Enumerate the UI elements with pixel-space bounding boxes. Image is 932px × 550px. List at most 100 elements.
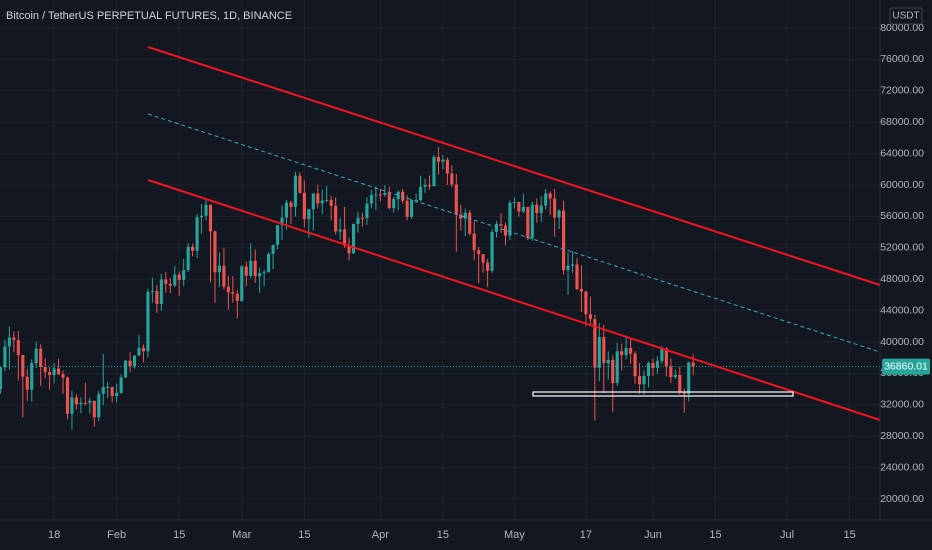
y-tick-label: 28000.00: [880, 430, 924, 442]
candle-body: [39, 348, 43, 367]
unit-box[interactable]: [889, 7, 923, 25]
grid: [0, 0, 880, 520]
candle-body: [289, 202, 293, 207]
candle-body: [392, 199, 396, 209]
candle-body: [450, 173, 454, 185]
candle-body: [383, 193, 387, 195]
candle-body: [432, 156, 436, 187]
candle-body: [271, 244, 275, 255]
candle-body: [410, 200, 414, 217]
candle-body: [92, 400, 96, 418]
candle-body: [110, 387, 114, 397]
candle-body: [329, 199, 333, 206]
candle-body: [396, 191, 400, 200]
candle-body: [97, 393, 101, 418]
candle-body: [173, 274, 177, 286]
candle-body: [374, 194, 378, 196]
candle-body: [21, 354, 25, 377]
price-axis: [880, 0, 932, 520]
candle-body: [512, 202, 516, 204]
candle-body: [620, 351, 624, 356]
candle-body: [249, 260, 253, 276]
axes: 20000.0024000.0028000.0032000.0036000.00…: [48, 22, 930, 541]
candle-body: [16, 340, 20, 355]
candle-body: [655, 361, 659, 368]
y-tick-label: 44000.00: [880, 304, 924, 316]
x-tick-label: May: [504, 529, 525, 541]
y-tick-label: 76000.00: [880, 53, 924, 65]
candle-body: [691, 362, 695, 367]
candle-body: [74, 397, 78, 405]
candle-body: [275, 225, 280, 245]
candle-body: [575, 264, 579, 289]
candle-body: [499, 224, 503, 226]
candle-body: [637, 376, 642, 385]
candle-body: [673, 374, 677, 378]
candle-body: [687, 362, 691, 394]
candle-body: [61, 374, 65, 378]
candle-body: [186, 246, 190, 271]
candle-body: [338, 229, 342, 232]
y-tick-label: 56000.00: [880, 210, 924, 222]
candle-body: [168, 283, 172, 286]
channel-lower: [147, 179, 881, 421]
candle-body: [0, 367, 3, 390]
candle-body: [553, 198, 557, 218]
candle-body: [570, 264, 575, 266]
unit-label: USDT: [892, 11, 919, 22]
candle-body: [459, 214, 463, 219]
candle-body: [544, 193, 548, 206]
candle-body: [253, 260, 257, 277]
candle-body: [106, 387, 110, 389]
candle-body: [3, 346, 7, 368]
x-tick-label: 15: [709, 529, 721, 541]
candle-body: [343, 229, 347, 246]
x-tick-label: Jun: [644, 529, 662, 541]
candle-body: [25, 376, 29, 390]
candle-body: [557, 210, 561, 218]
last-price-label: 36860.01: [884, 360, 928, 372]
candle-body: [258, 273, 262, 277]
candle-body: [369, 194, 373, 204]
last-price-box: [882, 358, 930, 375]
candle-body: [235, 293, 239, 301]
candle-body: [593, 319, 597, 368]
candle-body: [177, 274, 181, 280]
candle-body: [418, 186, 423, 200]
candle-body: [307, 209, 311, 220]
candle-body: [200, 215, 204, 218]
candle-body: [436, 156, 440, 162]
candle-body: [526, 206, 530, 239]
candle-body: [539, 205, 543, 214]
y-tick-label: 64000.00: [880, 147, 924, 159]
x-tick-label: Apr: [372, 529, 389, 541]
candle-body: [159, 279, 163, 305]
candle-body: [468, 212, 472, 234]
y-tick-label: 52000.00: [880, 242, 924, 254]
candle-body: [579, 288, 584, 292]
candle-body: [141, 347, 146, 352]
candle-body: [30, 363, 34, 390]
candle-body: [629, 347, 633, 354]
candle-body: [682, 392, 686, 394]
candle-body: [164, 279, 168, 284]
y-tick-label: 20000.00: [880, 493, 924, 505]
candle-body: [477, 250, 481, 255]
chart-title: Bitcoin / TetherUS PERPETUAL FUTURES, 1D…: [6, 10, 292, 22]
candle-body: [615, 351, 619, 384]
channel-upper: [147, 46, 881, 286]
candle-body: [521, 206, 525, 212]
candle-body: [535, 204, 539, 214]
candle-body: [387, 193, 391, 209]
candle-body: [378, 194, 382, 196]
candle-body: [280, 217, 284, 226]
candles: [0, 146, 880, 430]
candle-body: [124, 360, 128, 378]
candle-body: [298, 175, 302, 193]
candle-body: [52, 368, 56, 376]
y-tick-label: 68000.00: [880, 116, 924, 128]
candle-body: [65, 377, 70, 414]
candle-body: [427, 185, 432, 187]
